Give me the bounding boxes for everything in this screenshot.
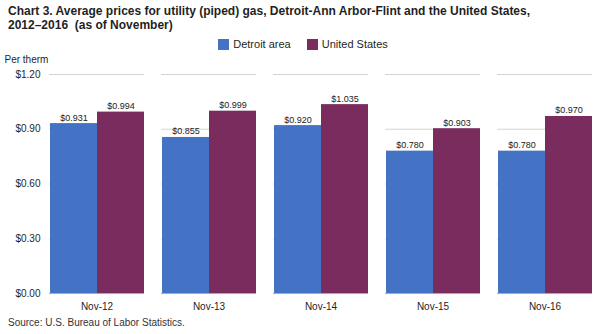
svg-text:$1.035: $1.035 [331, 94, 359, 104]
svg-text:$0.90: $0.90 [15, 123, 40, 134]
svg-text:$0.994: $0.994 [107, 101, 135, 111]
html-text:United States: United States [321, 37, 388, 50]
svg-text:$0.920: $0.920 [284, 115, 312, 125]
html-text:Chart 3. Average prices for ut: Chart 3. Average prices for utility (pip… [8, 4, 531, 18]
svg-text:$0.00: $0.00 [15, 288, 40, 299]
svg-text:Nov-14: Nov-14 [305, 301, 338, 312]
svg-text:Nov-12: Nov-12 [81, 301, 114, 312]
svg-text:Per therm: Per therm [5, 54, 49, 65]
svg-text:$1.20: $1.20 [15, 69, 40, 80]
svg-text:Nov-15: Nov-15 [417, 301, 450, 312]
svg-text:$0.999: $0.999 [219, 100, 247, 110]
svg-text:$0.970: $0.970 [555, 105, 583, 115]
svg-text:Nov-16: Nov-16 [529, 301, 562, 312]
svg-text:$0.780: $0.780 [396, 140, 424, 150]
svg-text:$0.780: $0.780 [508, 140, 536, 150]
svg-text:$0.30: $0.30 [15, 233, 40, 244]
html-text:Detroit area: Detroit area [233, 37, 291, 50]
svg-text:$0.931: $0.931 [60, 113, 88, 123]
svg-text:Nov-13: Nov-13 [193, 301, 226, 312]
html-text:Source: U.S. Bureau of Labor S: Source: U.S. Bureau of Labor Statistics. [8, 317, 185, 328]
svg-text:$0.903: $0.903 [443, 118, 471, 128]
html-text:2012–2016 (as of November): 2012–2016 (as of November) [8, 18, 173, 32]
svg-text:$0.855: $0.855 [172, 126, 200, 136]
svg-text:$0.60: $0.60 [15, 178, 40, 189]
